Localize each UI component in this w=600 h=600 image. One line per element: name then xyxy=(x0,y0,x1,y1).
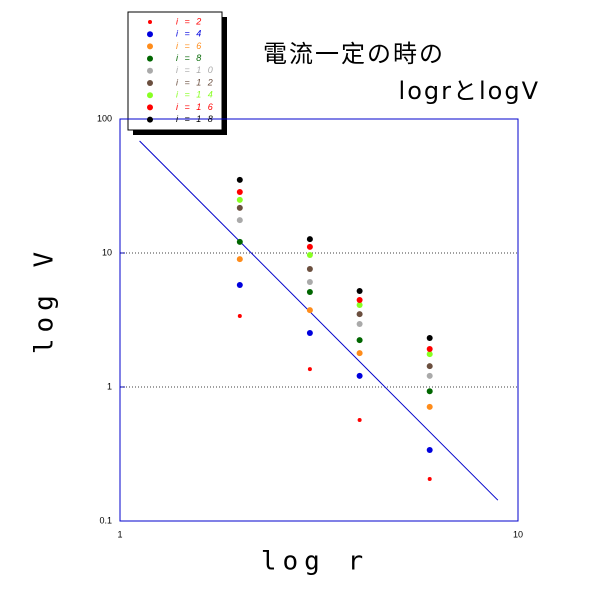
point xyxy=(426,335,433,342)
point xyxy=(306,265,313,272)
point xyxy=(356,337,363,344)
legend-label: i = 1 4 xyxy=(176,90,215,100)
point xyxy=(357,418,362,423)
point xyxy=(237,313,242,318)
y-tick-label: 100 xyxy=(97,113,112,123)
legend-label: i = 8 xyxy=(176,53,203,63)
point xyxy=(356,321,363,328)
legend-marker xyxy=(147,92,153,99)
legend-label: i = 4 xyxy=(176,29,203,39)
point xyxy=(306,236,313,243)
legend-label: i = 1 6 xyxy=(176,102,215,112)
point xyxy=(307,367,312,372)
plot-frame xyxy=(119,118,519,522)
point xyxy=(236,204,243,211)
legend-marker xyxy=(147,43,153,50)
point xyxy=(236,282,243,289)
point xyxy=(356,302,363,309)
legend-marker xyxy=(147,67,153,74)
point xyxy=(236,189,243,196)
y-tick-label: 0.1 xyxy=(99,515,112,525)
point xyxy=(426,363,433,370)
legend-marker xyxy=(147,55,153,62)
legend-box xyxy=(127,11,223,131)
point xyxy=(236,217,243,224)
fit-line xyxy=(139,140,499,501)
point xyxy=(236,238,243,245)
chart-title: 電流一定の時の xyxy=(263,40,445,68)
point xyxy=(426,403,433,410)
legend-marker xyxy=(147,116,153,123)
point xyxy=(356,350,363,357)
point xyxy=(356,296,363,303)
legend-marker xyxy=(147,80,153,86)
x-axis-label: log r xyxy=(261,547,369,577)
point xyxy=(426,346,433,353)
point xyxy=(306,251,313,258)
point xyxy=(236,196,243,203)
legend-marker xyxy=(147,104,153,111)
point xyxy=(356,372,363,379)
point xyxy=(356,311,363,318)
point xyxy=(306,278,313,285)
point xyxy=(426,388,433,395)
y-tick-label: 1 xyxy=(107,381,112,391)
point xyxy=(356,288,363,295)
legend-label: i = 2 xyxy=(176,16,203,26)
x-tick-label: 10 xyxy=(513,529,523,539)
legend-label: i = 1 8 xyxy=(176,114,215,124)
point xyxy=(306,307,313,314)
y-tick-label: 10 xyxy=(102,247,112,257)
point xyxy=(236,256,243,263)
point xyxy=(306,288,313,295)
point xyxy=(306,329,313,336)
point xyxy=(306,243,313,250)
y-axis-label: log V xyxy=(30,246,60,354)
point xyxy=(426,446,433,453)
point xyxy=(427,476,432,481)
x-tick-label: 1 xyxy=(117,529,122,539)
point xyxy=(236,176,243,183)
legend-marker xyxy=(148,20,152,24)
legend-label: i = 1 0 xyxy=(176,65,215,75)
legend-marker xyxy=(147,31,153,38)
chart-title: logrとlogV xyxy=(399,77,540,105)
point xyxy=(426,351,433,358)
legend-label: i = 1 2 xyxy=(176,77,215,87)
legend-label: i = 6 xyxy=(176,41,203,51)
point xyxy=(426,372,433,379)
